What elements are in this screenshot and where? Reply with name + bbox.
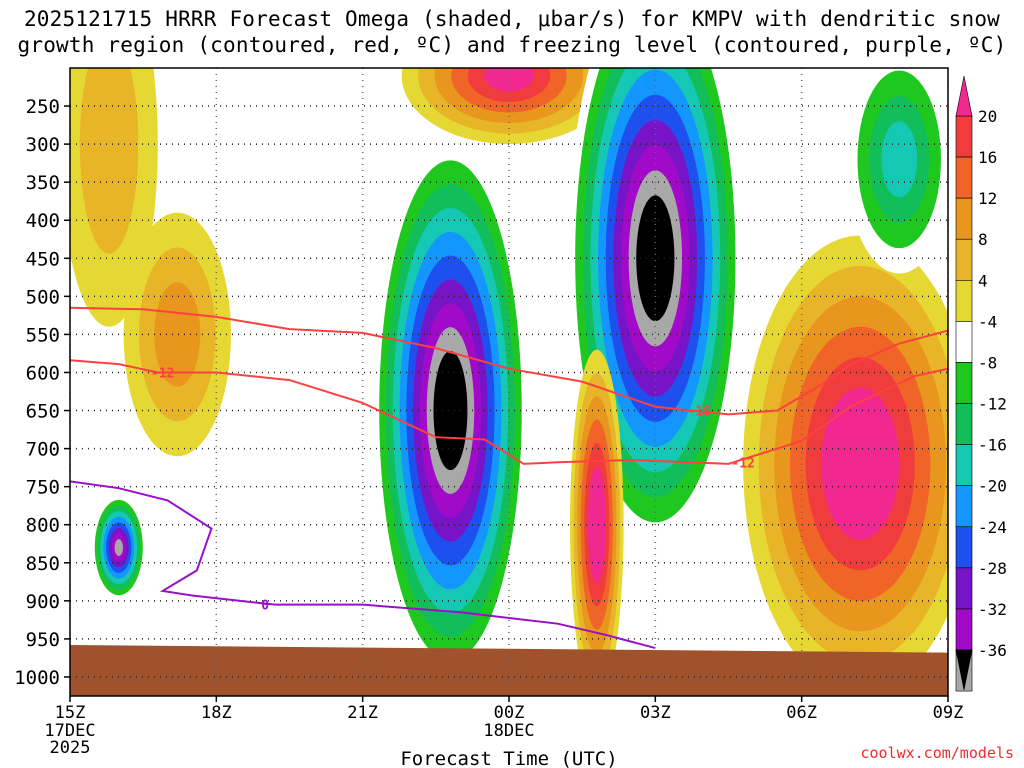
colorbar-label--12: -12 (978, 395, 1007, 414)
y-tick-label-850: 850 (26, 553, 60, 575)
colorbar-top-arrow (955, 75, 973, 117)
colorbar-band-8-12 (955, 197, 973, 240)
colorbar-label-16: 16 (978, 148, 997, 167)
freezing-label-0: 0 (261, 599, 269, 614)
x-sublabel-18DEC: 18DEC (483, 721, 534, 741)
colorbar-band--32--28 (955, 608, 973, 651)
post-04z-sink-level-28 (836, 418, 884, 510)
dendritic-contour--18 (70, 306, 948, 416)
colorbar-label--8: -8 (978, 353, 997, 372)
low-level-lift-cell-level--36 (114, 539, 124, 556)
low-level-sink-01z-level-28 (591, 489, 603, 560)
colorbar-band--28--24 (955, 567, 973, 610)
colorbar-band-12-16 (955, 156, 973, 199)
y-tick-label-550: 550 (26, 324, 60, 346)
upper-lift-07z-level--16 (881, 121, 918, 198)
colorbar-band-16-20 (955, 115, 973, 158)
y-tick-label-750: 750 (26, 477, 60, 499)
colorbar-label-8: 8 (978, 230, 988, 249)
colorbar-band--24--20 (955, 526, 973, 569)
dendritic-label--12-right: -12 (731, 456, 754, 471)
x-tick-label-03Z: 03Z (640, 703, 671, 723)
colorbar-band-4-8 (955, 238, 973, 281)
terrain-fill (70, 644, 948, 696)
pre-18z-sink-level-12 (154, 282, 201, 387)
y-tick-label-350: 350 (26, 172, 60, 194)
x-tick-label-00Z: 00Z (494, 703, 525, 723)
dendritic-label--18: -18 (687, 405, 711, 420)
colorbar-label-12: 12 (978, 189, 997, 208)
freezing-contour-0 (70, 480, 656, 650)
y-tick-label-1000: 1000 (14, 667, 60, 689)
colorbar-bottom-arrow (955, 649, 973, 691)
x-sublabel-17DEC: 17DEC (44, 721, 95, 741)
x-sublabel-2025: 2025 (50, 738, 91, 758)
dendritic-label--12-left: -12 (151, 366, 174, 381)
chart-title-line-1: 2025121715 HRRR Forecast Omega (shaded, … (23, 7, 1001, 31)
credit-link[interactable]: coolwx.com/models (860, 744, 1014, 762)
y-tick-label-900: 900 (26, 591, 60, 613)
x-tick-label-06Z: 06Z (786, 703, 817, 723)
colorbar-label--16: -16 (978, 436, 1007, 455)
colorbar-band--4-4 (955, 321, 973, 363)
colorbar-band--12--8 (955, 403, 973, 445)
mid-level-lift-core-22z-level--44 (440, 374, 461, 447)
deep-lift-core-02z-level--44 (643, 220, 667, 297)
y-tick-label-250: 250 (26, 96, 60, 118)
y-tick-label-800: 800 (26, 515, 60, 537)
x-tick-label-21Z: 21Z (347, 703, 378, 723)
dendritic-contour--12 (70, 359, 948, 465)
colorbar-label--32: -32 (978, 600, 1007, 619)
colorbar-band--8--4 (955, 362, 973, 404)
colorbar-band--16--12 (955, 444, 973, 486)
y-tick-label-500: 500 (26, 286, 60, 308)
omega-shading: -12 -12 -18 0 (70, 68, 948, 696)
x-tick-label-18Z: 18Z (201, 703, 232, 723)
y-tick-label-300: 300 (26, 134, 60, 156)
y-tick-label-650: 650 (26, 401, 60, 423)
colorbar-label--24: -24 (978, 518, 1007, 537)
y-tick-label-400: 400 (26, 210, 60, 232)
colorbar-label--4: -4 (978, 312, 997, 331)
early-upper-sink-level-8 (79, 68, 139, 254)
x-tick-label-15Z: 15Z (55, 703, 86, 723)
colorbar-label--20: -20 (978, 477, 1007, 496)
chart-title-line-2: growth region (contoured, red, ºC) and f… (17, 33, 1007, 57)
colorbar-band--20--16 (955, 485, 973, 528)
colorbar-label-4: 4 (978, 271, 988, 290)
colorbar-label--36: -36 (978, 641, 1007, 660)
colorbar-label--28: -28 (978, 559, 1007, 578)
upper-sink-core-23z-level-24 (484, 68, 534, 92)
y-tick-label-450: 450 (26, 248, 60, 270)
x-axis-title: Forecast Time (UTC) (400, 748, 617, 768)
x-tick-label-09Z: 09Z (933, 703, 964, 723)
y-tick-label-600: 600 (26, 362, 60, 384)
y-tick-label-950: 950 (26, 629, 60, 651)
colorbar-band-0-4 (955, 280, 973, 322)
y-tick-label-700: 700 (26, 439, 60, 461)
colorbar-label-20: 20 (978, 107, 997, 126)
